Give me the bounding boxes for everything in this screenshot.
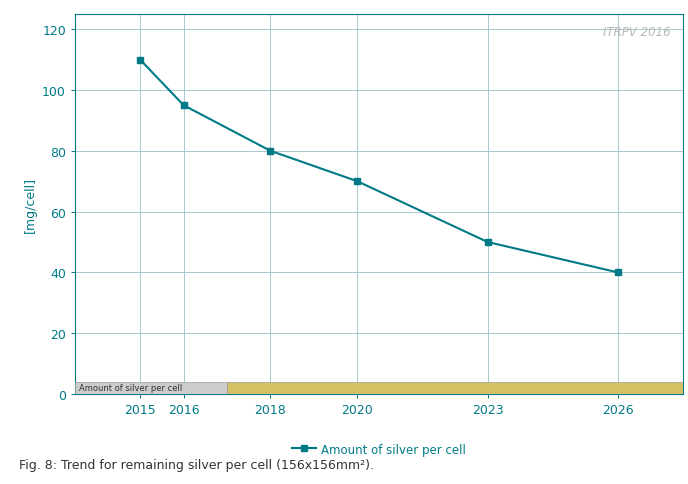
Bar [75, 382, 227, 394]
Text: ITRPV 2016: ITRPV 2016 [603, 26, 671, 39]
Y-axis label: [mg/cell]: [mg/cell] [23, 177, 36, 232]
Text: Amount of silver per cell: Amount of silver per cell [79, 384, 182, 393]
Bar [227, 382, 683, 394]
Text: Fig. 8: Trend for remaining silver per cell (156x156mm²).: Fig. 8: Trend for remaining silver per c… [19, 458, 374, 471]
Legend: Amount of silver per cell: Amount of silver per cell [288, 438, 471, 460]
